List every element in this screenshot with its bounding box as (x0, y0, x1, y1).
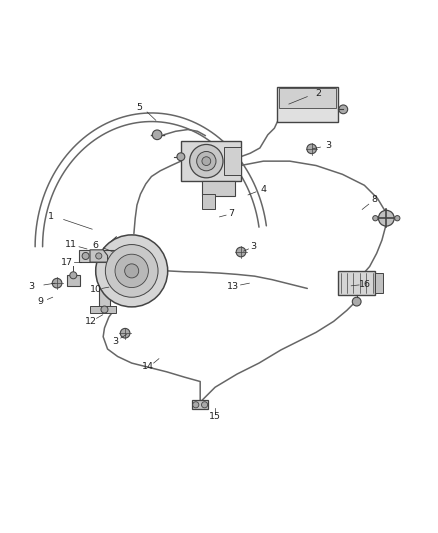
Text: 13: 13 (226, 282, 238, 291)
Text: 14: 14 (142, 362, 154, 371)
Circle shape (378, 211, 393, 226)
Text: 3: 3 (249, 242, 255, 251)
Text: 15: 15 (208, 412, 221, 421)
Circle shape (201, 157, 210, 166)
Circle shape (95, 253, 102, 259)
Bar (223, 147, 240, 175)
Text: 12: 12 (85, 317, 97, 326)
Bar (201, 181, 234, 196)
Text: 3: 3 (325, 141, 331, 150)
Text: 6: 6 (92, 241, 99, 250)
Circle shape (372, 215, 377, 221)
Text: 11: 11 (65, 240, 77, 249)
Circle shape (351, 297, 360, 306)
Circle shape (196, 151, 215, 171)
Circle shape (70, 272, 77, 279)
Bar (79, 250, 120, 262)
Circle shape (120, 328, 130, 338)
Circle shape (82, 253, 89, 260)
Text: 1: 1 (47, 212, 53, 221)
Bar (278, 88, 335, 108)
Bar (180, 141, 240, 181)
Circle shape (177, 153, 184, 161)
Circle shape (201, 402, 207, 408)
Text: 8: 8 (371, 195, 377, 204)
Text: 7: 7 (228, 209, 234, 219)
Bar (201, 194, 215, 209)
Text: 17: 17 (60, 257, 73, 266)
Polygon shape (90, 250, 107, 262)
Circle shape (394, 215, 399, 221)
Circle shape (105, 245, 158, 297)
Text: 16: 16 (358, 280, 371, 288)
Polygon shape (99, 280, 110, 307)
Circle shape (124, 264, 138, 278)
Text: 2: 2 (314, 88, 321, 98)
Circle shape (101, 306, 108, 313)
Circle shape (338, 105, 347, 114)
Text: 3: 3 (28, 282, 35, 291)
Polygon shape (67, 275, 80, 286)
Bar (374, 273, 382, 293)
Text: 3: 3 (112, 337, 118, 345)
Text: 9: 9 (38, 297, 44, 306)
Text: 4: 4 (260, 185, 266, 194)
Bar (90, 306, 116, 312)
Circle shape (306, 144, 316, 154)
Circle shape (152, 130, 162, 140)
Circle shape (192, 402, 198, 408)
Bar (337, 271, 374, 295)
Circle shape (115, 254, 148, 288)
Circle shape (95, 235, 167, 307)
Circle shape (52, 278, 62, 288)
Text: 5: 5 (136, 103, 142, 112)
Bar (276, 86, 337, 122)
Text: 10: 10 (89, 285, 102, 294)
Bar (192, 400, 208, 409)
Circle shape (189, 144, 223, 178)
Circle shape (236, 247, 245, 257)
